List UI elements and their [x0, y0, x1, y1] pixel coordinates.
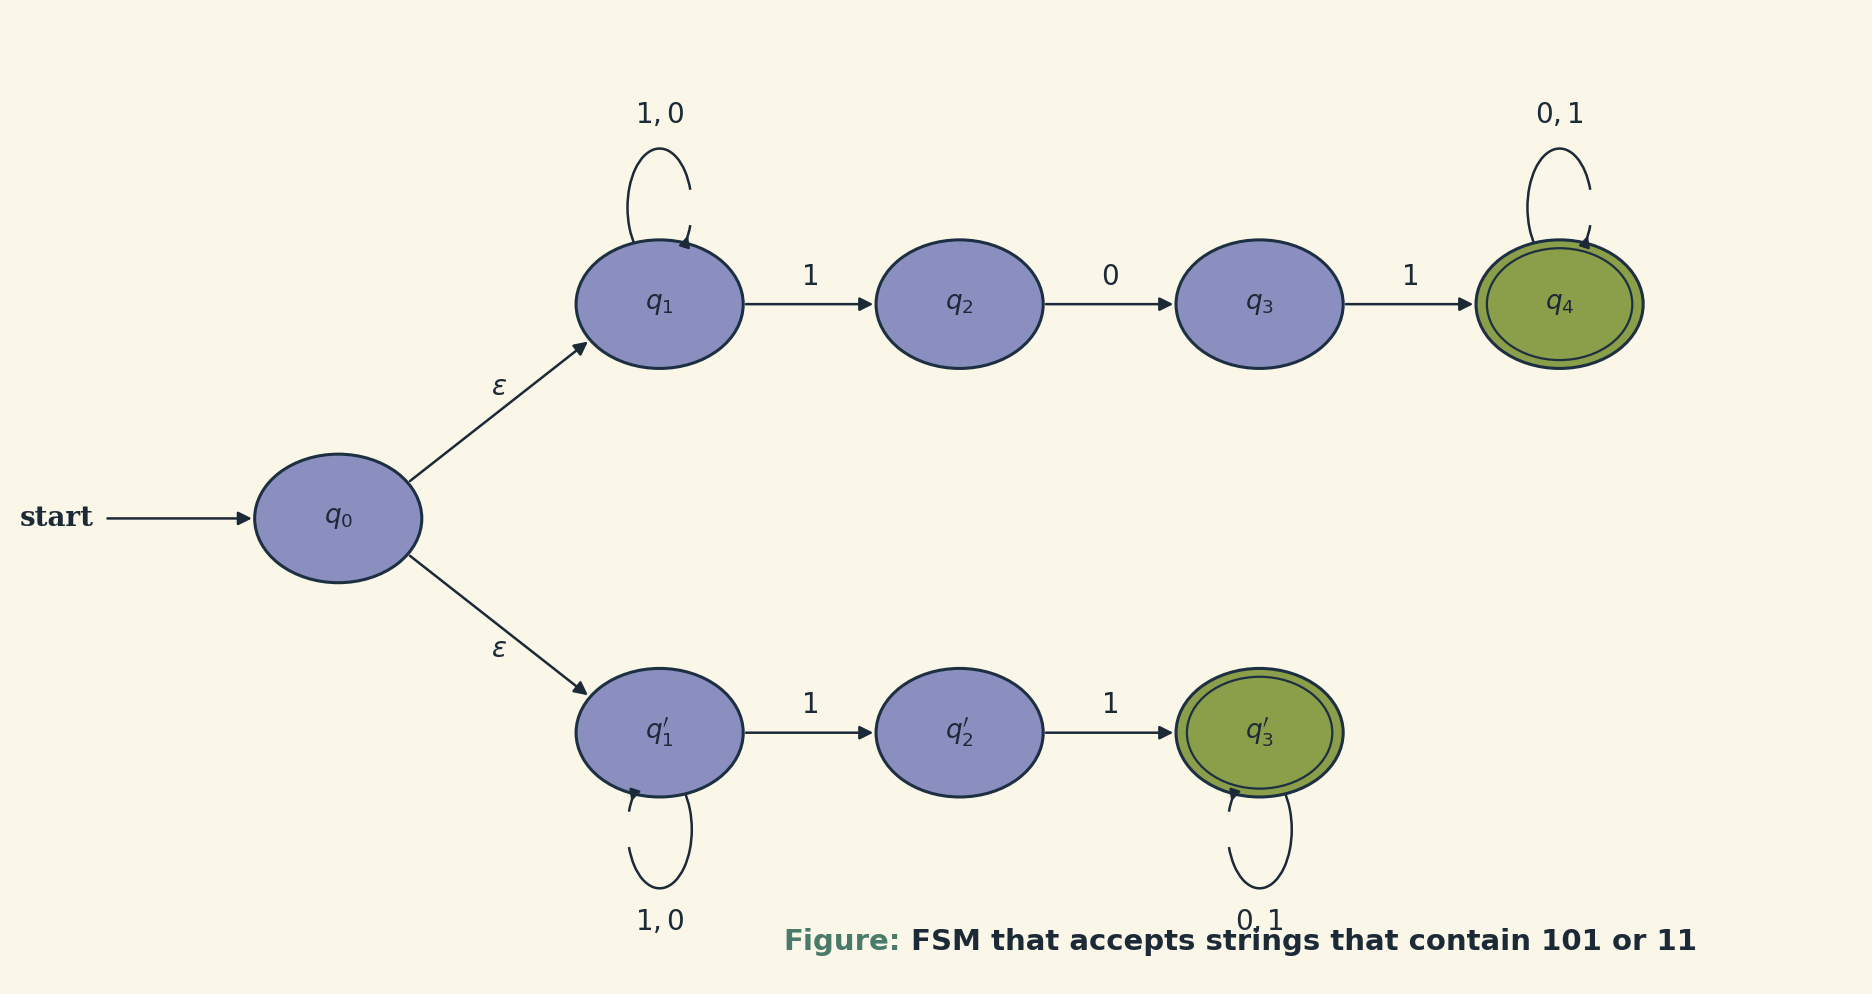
Text: $q_1'$: $q_1'$	[646, 716, 674, 749]
Text: $\varepsilon$: $\varepsilon$	[490, 635, 507, 663]
Ellipse shape	[255, 454, 421, 582]
Ellipse shape	[1176, 668, 1344, 797]
Text: $q_2'$: $q_2'$	[945, 716, 973, 749]
Text: $q_3$: $q_3$	[1245, 291, 1275, 317]
Text: $1, 0$: $1, 0$	[635, 908, 685, 935]
Ellipse shape	[577, 668, 743, 797]
Text: $1$: $1$	[801, 263, 818, 291]
Text: $0$: $0$	[1101, 263, 1119, 291]
Ellipse shape	[1475, 240, 1644, 369]
Text: $1$: $1$	[1400, 263, 1419, 291]
Text: $q_2$: $q_2$	[945, 291, 973, 317]
Ellipse shape	[577, 240, 743, 369]
Text: $q_1$: $q_1$	[646, 291, 674, 317]
Text: $q_4$: $q_4$	[1544, 291, 1574, 317]
Text: $1$: $1$	[1101, 693, 1118, 720]
Ellipse shape	[876, 668, 1043, 797]
Text: $1$: $1$	[801, 693, 818, 720]
Ellipse shape	[1176, 240, 1344, 369]
Text: $0, 1$: $0, 1$	[1236, 908, 1284, 935]
Text: $\varepsilon$: $\varepsilon$	[490, 374, 507, 402]
Text: $0, 1$: $0, 1$	[1535, 101, 1584, 129]
Text: FSM that accepts strings that contain 101 or 11: FSM that accepts strings that contain 10…	[900, 927, 1696, 955]
Text: start: start	[21, 505, 94, 532]
Text: $1, 0$: $1, 0$	[635, 101, 685, 129]
Text: $q_0$: $q_0$	[324, 506, 352, 531]
Ellipse shape	[876, 240, 1043, 369]
Text: Figure:: Figure:	[782, 927, 900, 955]
Text: $q_3'$: $q_3'$	[1245, 716, 1275, 749]
